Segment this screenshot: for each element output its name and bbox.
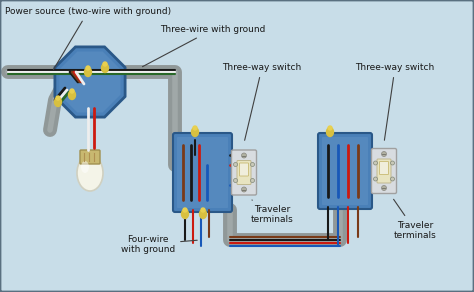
FancyBboxPatch shape xyxy=(372,149,396,194)
Circle shape xyxy=(234,163,237,166)
Ellipse shape xyxy=(103,62,107,66)
Text: Traveler
terminals: Traveler terminals xyxy=(393,199,437,240)
Text: Three-way switch: Three-way switch xyxy=(222,63,301,140)
Circle shape xyxy=(391,161,394,165)
FancyBboxPatch shape xyxy=(322,137,368,205)
Circle shape xyxy=(382,152,386,157)
Ellipse shape xyxy=(81,161,89,173)
FancyBboxPatch shape xyxy=(239,163,248,176)
Ellipse shape xyxy=(200,209,207,218)
Ellipse shape xyxy=(183,208,187,212)
Circle shape xyxy=(241,153,246,158)
Ellipse shape xyxy=(328,126,332,130)
Ellipse shape xyxy=(55,98,62,107)
FancyBboxPatch shape xyxy=(173,133,232,212)
Text: Traveler
terminals: Traveler terminals xyxy=(251,200,293,224)
FancyBboxPatch shape xyxy=(380,161,389,175)
Ellipse shape xyxy=(70,89,74,93)
Ellipse shape xyxy=(77,155,103,191)
Ellipse shape xyxy=(193,126,197,130)
Ellipse shape xyxy=(86,66,90,70)
Ellipse shape xyxy=(56,96,60,100)
Circle shape xyxy=(250,163,255,166)
FancyBboxPatch shape xyxy=(231,150,256,195)
Ellipse shape xyxy=(327,128,334,136)
Circle shape xyxy=(374,177,377,181)
Ellipse shape xyxy=(101,63,109,72)
Text: Three-wire with ground: Three-wire with ground xyxy=(143,25,265,67)
Ellipse shape xyxy=(69,91,75,100)
Circle shape xyxy=(241,187,246,192)
FancyBboxPatch shape xyxy=(177,137,228,208)
FancyBboxPatch shape xyxy=(237,161,251,185)
Circle shape xyxy=(250,178,255,182)
Polygon shape xyxy=(60,51,120,112)
Ellipse shape xyxy=(201,208,205,212)
Ellipse shape xyxy=(84,67,91,77)
Circle shape xyxy=(391,177,394,181)
Circle shape xyxy=(382,185,386,190)
Text: Four-wire
with ground: Four-wire with ground xyxy=(121,234,197,254)
FancyBboxPatch shape xyxy=(318,133,372,209)
Circle shape xyxy=(234,178,237,182)
Ellipse shape xyxy=(182,209,189,218)
Text: Three-way switch: Three-way switch xyxy=(356,63,435,140)
Circle shape xyxy=(374,161,377,165)
Text: Power source (two-wire with ground): Power source (two-wire with ground) xyxy=(5,7,171,69)
Polygon shape xyxy=(55,47,125,117)
FancyBboxPatch shape xyxy=(377,159,391,183)
FancyBboxPatch shape xyxy=(80,150,100,164)
Ellipse shape xyxy=(191,128,199,136)
